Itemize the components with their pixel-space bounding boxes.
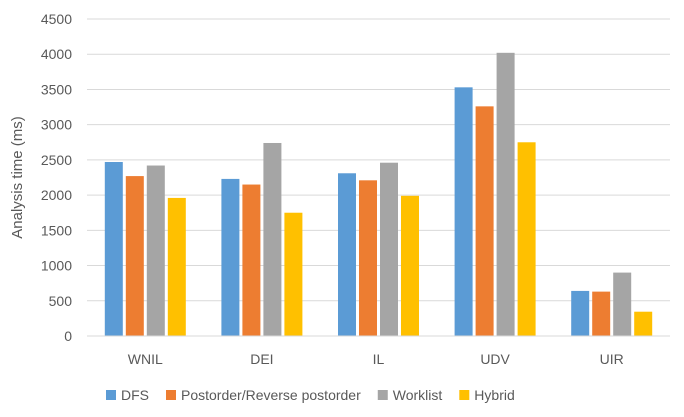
legend-swatch	[106, 390, 116, 400]
x-tick-label: UDV	[480, 351, 510, 367]
y-tick-label: 4000	[41, 46, 72, 62]
legend-label: Postorder/Reverse postorder	[181, 387, 361, 403]
y-tick-label: 1500	[41, 222, 72, 238]
x-axis-ticks: WNIL DEI IL UDV UIR	[128, 351, 624, 367]
bars	[104, 52, 653, 337]
y-axis-ticks: 0 500 1000 1500 2000 2500 3000 3500 4000 4500	[41, 11, 72, 344]
x-tick-label: IL	[373, 351, 385, 367]
bar	[338, 173, 356, 336]
y-tick-label: 0	[64, 328, 72, 344]
bar	[592, 291, 611, 336]
y-tick-label: 3500	[41, 81, 72, 97]
bar	[146, 165, 165, 336]
legend: DFS Postorder/Reverse postorder Worklist Hy…	[106, 387, 515, 403]
legend-swatch	[166, 390, 176, 400]
bar	[125, 176, 144, 336]
bar	[263, 142, 282, 336]
x-tick-label: UIR	[600, 351, 624, 367]
legend-swatch	[377, 390, 388, 400]
bar	[359, 180, 377, 336]
y-tick-label: 4500	[41, 11, 72, 27]
y-tick-label: 500	[49, 293, 73, 309]
bar	[284, 212, 303, 336]
bar	[401, 195, 419, 336]
bar	[613, 272, 632, 336]
legend-label: Worklist	[393, 387, 443, 403]
legend-label: DFS	[121, 387, 149, 403]
y-tick-label: 1000	[41, 258, 72, 274]
bar	[571, 290, 590, 336]
bar	[496, 52, 515, 337]
bar	[167, 197, 186, 336]
y-tick-label: 3000	[41, 117, 72, 133]
bar	[454, 87, 473, 336]
y-axis-label: Analysis time (ms)	[9, 116, 26, 239]
legend-label: Hybrid	[474, 387, 514, 403]
bar	[221, 178, 240, 336]
bar	[517, 142, 536, 336]
bar	[634, 311, 653, 336]
y-tick-label: 2500	[41, 152, 72, 168]
y-tick-label: 2000	[41, 187, 72, 203]
bar	[104, 162, 123, 336]
x-tick-label: WNIL	[128, 351, 163, 367]
legend-swatch	[459, 390, 470, 400]
bar	[380, 162, 398, 336]
x-tick-label: DEI	[250, 351, 273, 367]
bar	[475, 106, 494, 337]
bar	[242, 184, 261, 336]
